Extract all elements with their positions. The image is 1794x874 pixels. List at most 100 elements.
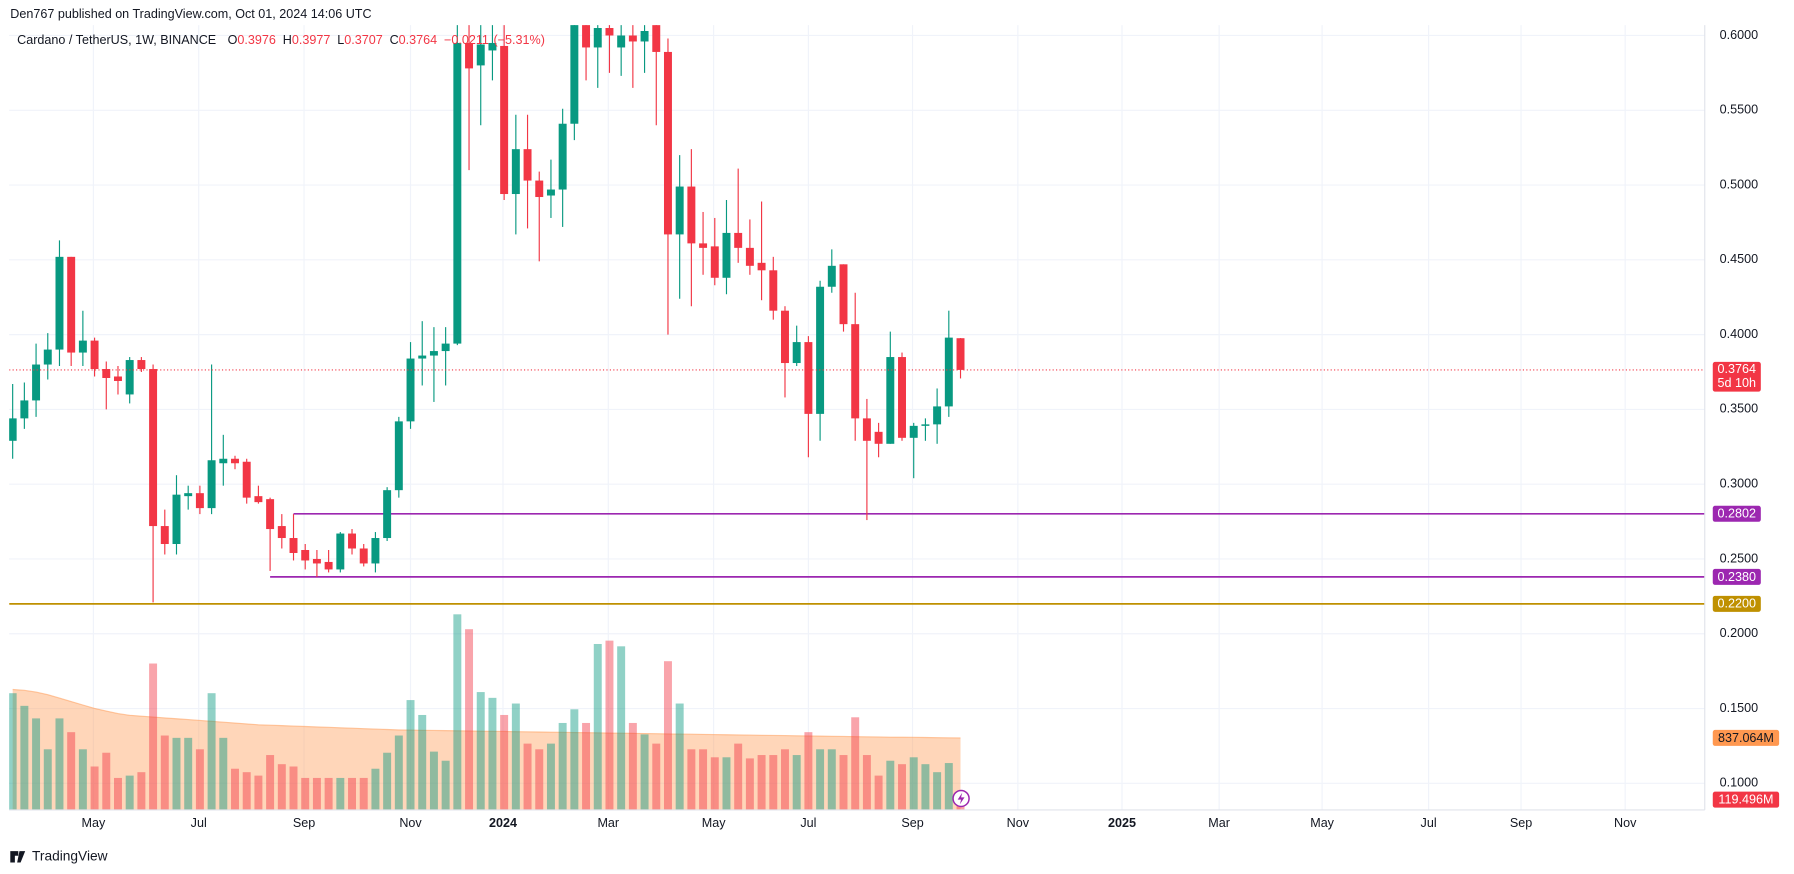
- level-tag: [1712, 505, 1761, 522]
- candle-body: [160, 526, 169, 545]
- volume-bar: [558, 722, 567, 810]
- candle-body: [254, 496, 263, 503]
- volume-bar: [769, 755, 778, 810]
- footer-logo: TradingView: [10, 848, 108, 863]
- candle-body: [570, 25, 579, 124]
- level-tag: [1712, 568, 1761, 585]
- volume-bar: [605, 640, 614, 810]
- candle-body: [816, 286, 825, 414]
- volume-bar: [757, 755, 766, 810]
- alert-icon: [952, 789, 970, 808]
- legend-change: −0.0211: [444, 34, 489, 48]
- candle-body: [558, 123, 567, 190]
- candle-body: [20, 400, 29, 419]
- volume-bar: [546, 743, 555, 810]
- candle-body: [219, 458, 228, 464]
- candle-body: [886, 357, 895, 444]
- y-tick-label: 0.1000: [1720, 776, 1758, 790]
- candle-body: [617, 35, 626, 48]
- candle-body: [102, 369, 111, 378]
- volume-bar: [722, 757, 731, 810]
- x-tick-label: 2025: [1108, 816, 1136, 830]
- x-tick-label: May: [82, 816, 106, 830]
- candle-body: [640, 31, 649, 42]
- volume-bar: [640, 734, 649, 810]
- volume-bar: [9, 693, 17, 810]
- candle-body: [745, 247, 754, 266]
- x-tick-label: 2024: [489, 816, 517, 830]
- level-tag: [1712, 595, 1761, 612]
- volume-bar: [195, 749, 204, 810]
- candle-body: [453, 42, 462, 344]
- y-tick-label: 0.5500: [1720, 103, 1758, 117]
- candle-body: [898, 357, 906, 438]
- legend-letter: O: [228, 34, 238, 48]
- volume-bar: [137, 772, 146, 810]
- candle-body: [289, 538, 298, 553]
- volume-bar: [324, 777, 333, 810]
- candle-body: [839, 264, 848, 325]
- volume-bar: [710, 757, 719, 810]
- candle-body: [9, 418, 17, 441]
- candle-body: [301, 549, 310, 561]
- candle-body: [78, 340, 87, 353]
- volume-bar: [523, 743, 532, 810]
- level-label: 0.2200: [1718, 597, 1756, 611]
- candle-body: [628, 35, 637, 42]
- volume-bar: [593, 643, 602, 810]
- x-tick-label: Nov: [399, 816, 422, 830]
- volume-bar: [418, 714, 427, 810]
- volume-bar: [699, 749, 708, 810]
- candle-body: [523, 149, 532, 181]
- volume-bar: [78, 749, 87, 810]
- volume-bar: [488, 697, 497, 810]
- last-price-tag: [1712, 361, 1761, 392]
- candle-body: [500, 45, 509, 195]
- candle-body: [359, 548, 368, 564]
- candle-body: [488, 42, 497, 51]
- legend-change-pct: (−5.31%): [493, 34, 544, 48]
- volume-bar: [535, 749, 544, 810]
- volume-bar: [862, 755, 871, 810]
- volume-bar: [394, 735, 403, 810]
- candle-body: [125, 360, 134, 395]
- candle-body: [429, 351, 438, 356]
- volume-bar: [453, 614, 462, 810]
- candle-body: [734, 232, 743, 248]
- volume-bar: [289, 766, 298, 810]
- y-tick-label: 0.2000: [1720, 626, 1758, 640]
- volume-bar: [652, 743, 661, 810]
- candle-body: [348, 533, 356, 549]
- candle-body: [851, 324, 860, 419]
- x-tick-label: Jul: [1421, 816, 1437, 830]
- volume-bar: [851, 717, 860, 810]
- volume-bar: [371, 768, 380, 810]
- volume-tag: [1712, 791, 1780, 808]
- legend: Cardano / TetherUS, 1W, BINANCE O0.3976 H0…: [17, 34, 545, 48]
- volume-bar: [429, 751, 438, 810]
- volume-bar: [687, 749, 696, 810]
- candle-body: [149, 369, 158, 527]
- volume-bar: [839, 755, 848, 810]
- y-tick-label: 0.1500: [1720, 701, 1758, 715]
- volume-bar: [476, 692, 485, 810]
- volume-bar: [219, 737, 228, 810]
- volume-bar: [172, 737, 181, 810]
- candle-body: [593, 28, 602, 48]
- price-pane: [9, 25, 1705, 605]
- volume-bar: [582, 722, 591, 810]
- volume-bar: [67, 732, 76, 810]
- candle-body: [406, 358, 415, 422]
- x-tick-label: Mar: [597, 816, 619, 830]
- volume-bar: [570, 709, 579, 810]
- candle-body: [663, 51, 672, 235]
- candle-body: [324, 561, 333, 570]
- countdown: 5d 10h: [1718, 376, 1756, 390]
- candle-body: [172, 494, 181, 545]
- candle-body: [862, 418, 871, 441]
- candle-body: [546, 189, 555, 196]
- candle-body: [312, 558, 321, 564]
- candle-body: [465, 42, 474, 69]
- x-tick-label: Mar: [1208, 816, 1230, 830]
